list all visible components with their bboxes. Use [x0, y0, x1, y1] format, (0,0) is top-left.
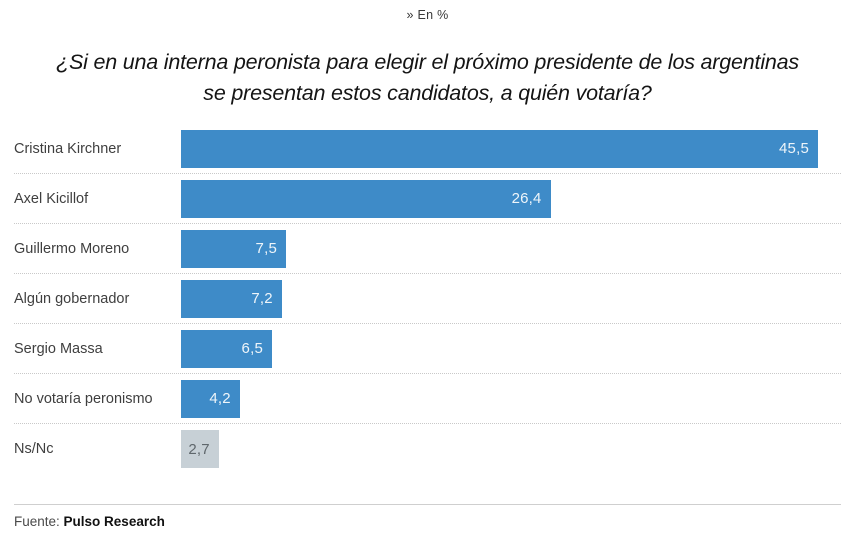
- bar-value-label: 45,5: [779, 140, 809, 157]
- chart-row: Cristina Kirchner 45,5: [14, 124, 841, 174]
- bar-track: 26,4: [181, 179, 841, 218]
- bar-value-label: 7,5: [255, 240, 277, 257]
- chart-row: Ns/Nc 2,7: [14, 424, 841, 474]
- bar: 2,7: [181, 430, 219, 468]
- bar-value-label: 7,2: [251, 290, 273, 307]
- category-label: Sergio Massa: [14, 340, 103, 357]
- bar: 6,5: [181, 329, 272, 368]
- bar: 4,2: [181, 379, 240, 418]
- unit-kicker: » En %: [406, 8, 449, 22]
- source-label: Fuente:: [14, 514, 60, 529]
- footer-divider: [14, 504, 841, 505]
- chart-title: ¿Si en una interna peronista para elegir…: [0, 47, 855, 109]
- category-label: Ns/Nc: [14, 441, 54, 457]
- category-label: No votaría peronismo: [14, 390, 153, 407]
- bar-track: 6,5: [181, 329, 841, 368]
- bar-track: 4,2: [181, 379, 841, 418]
- bar-track: 7,5: [181, 229, 841, 268]
- bar-value-label: 6,5: [241, 340, 263, 357]
- chart-row: Guillermo Moreno 7,5: [14, 224, 841, 274]
- category-label: Cristina Kirchner: [14, 140, 122, 157]
- bar: 45,5: [181, 129, 818, 168]
- bar-track: 2,7: [181, 430, 841, 468]
- bar-value-label: 2,7: [188, 440, 210, 458]
- bar: 26,4: [181, 179, 551, 218]
- category-label: Axel Kicillof: [14, 190, 89, 207]
- chart-row: Axel Kicillof 26,4: [14, 174, 841, 224]
- bar: 7,2: [181, 279, 282, 318]
- bar-value-label: 4,2: [209, 390, 231, 407]
- source-line: Fuente: Pulso Research: [14, 514, 841, 529]
- category-label: Algún gobernador: [14, 290, 130, 307]
- chart-row: No votaría peronismo 4,2: [14, 374, 841, 424]
- category-label: Guillermo Moreno: [14, 240, 130, 257]
- chart-title-line2: se presentan estos candidatos, a quién v…: [203, 81, 652, 105]
- bar-value-label: 26,4: [511, 190, 542, 207]
- bar: 7,5: [181, 229, 286, 268]
- bar-track: 7,2: [181, 279, 841, 318]
- chart-title-line1: ¿Si en una interna peronista para elegir…: [56, 50, 799, 74]
- source-name: Pulso Research: [63, 514, 165, 529]
- bar-track: 45,5: [181, 129, 841, 168]
- chart-row: Sergio Massa 6,5: [14, 324, 841, 374]
- bar-chart: Cristina Kirchner 45,5 Axel Kicillof 26,…: [0, 124, 855, 474]
- chart-row: Algún gobernador 7,2: [14, 274, 841, 324]
